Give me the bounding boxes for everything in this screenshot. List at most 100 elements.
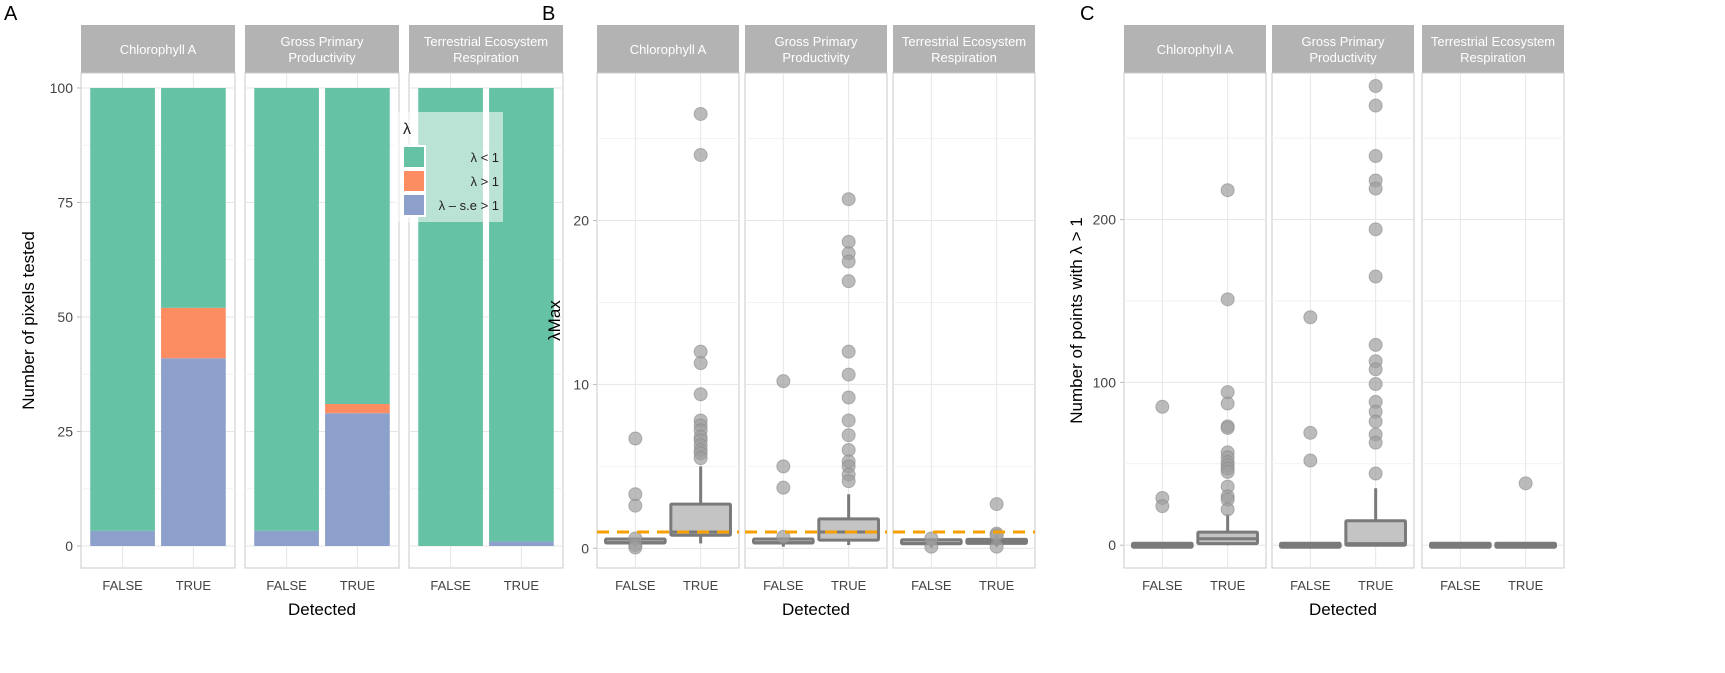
x-axis-label: Detected — [782, 600, 850, 619]
outlier-point — [1220, 464, 1235, 479]
boxplot — [900, 531, 963, 554]
outlier-point — [1368, 222, 1383, 237]
boxplot — [1494, 476, 1557, 549]
outlier-point — [776, 480, 791, 495]
y-tick-label: 75 — [57, 195, 73, 211]
facet-strip-label: Gross Primary — [774, 34, 858, 49]
outlier-point — [776, 529, 791, 544]
outlier-point — [841, 390, 856, 405]
bar-segment-lt1 — [90, 88, 155, 531]
x-tick-label: FALSE — [266, 578, 307, 593]
outlier-point — [841, 474, 856, 489]
bar-segment-lt1 — [325, 88, 390, 405]
outlier-point — [1368, 79, 1383, 94]
legend-label: λ > 1 — [470, 174, 499, 189]
outlier-point — [1155, 399, 1170, 414]
outlier-point — [1368, 435, 1383, 450]
boxplot — [1429, 541, 1492, 549]
facet-strip-label: Terrestrial Ecosystem — [902, 34, 1026, 49]
box — [669, 502, 732, 537]
bar-segment-se-gt1 — [161, 358, 226, 546]
x-tick-label: FALSE — [1142, 578, 1183, 593]
legend-key — [402, 169, 426, 193]
outlier-point — [1303, 310, 1318, 325]
facet-strip-label: Terrestrial Ecosystem — [424, 34, 548, 49]
bar-segment-gt1 — [325, 404, 390, 414]
outlier-point — [1303, 425, 1318, 440]
outlier-point — [1303, 453, 1318, 468]
facet-strip — [597, 25, 739, 73]
outlier-point — [1368, 362, 1383, 377]
box — [1344, 519, 1407, 547]
facet-strip-label: Respiration — [1460, 50, 1526, 65]
x-tick-label: TRUE — [1210, 578, 1246, 593]
legend-label: λ < 1 — [470, 150, 499, 165]
facet: Chlorophyll A FALSE TRUE — [1123, 25, 1267, 593]
x-tick-label: FALSE — [911, 578, 952, 593]
panel-b: B 0 10 20 λMax Detected Chlorophyll A FALSE TRUE… — [542, 3, 1036, 619]
outlier-point — [693, 147, 708, 162]
outlier-point — [1368, 377, 1383, 392]
facet-strip — [1124, 25, 1266, 73]
outlier-point — [1368, 337, 1383, 352]
legend-label: λ – s.e > 1 — [439, 198, 499, 213]
facet-strip-label: Chlorophyll A — [630, 42, 707, 57]
outlier-point — [693, 356, 708, 371]
x-tick-label: FALSE — [102, 578, 143, 593]
facet-panel — [1123, 72, 1267, 569]
facet-panel — [744, 72, 888, 569]
boxplot — [1131, 399, 1194, 549]
y-axis-label: Number of pixels tested — [19, 231, 38, 410]
bar-segment-se-gt1 — [254, 530, 319, 546]
outlier-point — [628, 498, 643, 513]
outlier-point — [776, 374, 791, 389]
bar-segment-se-gt1 — [489, 541, 554, 546]
y-tick-label: 0 — [65, 538, 73, 554]
legend: λ λ < 1 λ > 1 λ – s.e > 1 — [393, 112, 503, 222]
boxplot — [604, 431, 667, 555]
panel-label: B — [542, 3, 555, 25]
y-tick-label: 100 — [50, 80, 74, 96]
outlier-point — [924, 539, 939, 554]
x-tick-label: FALSE — [430, 578, 471, 593]
x-tick-label: FALSE — [1440, 578, 1481, 593]
panel-label: C — [1080, 3, 1094, 25]
panel-c: C 0 100 200 Number of points with λ > 1 Detec… — [1067, 3, 1565, 619]
outlier-point — [1368, 414, 1383, 429]
facet-strip-label: Chlorophyll A — [1157, 42, 1234, 57]
facet-strip-label: Gross Primary — [280, 34, 364, 49]
bar-segment-se-gt1 — [90, 530, 155, 546]
outlier-point — [1220, 396, 1235, 411]
outlier-point — [841, 344, 856, 359]
outlier-point — [1518, 476, 1533, 491]
outlier-point — [1155, 499, 1170, 514]
x-tick-label: TRUE — [1358, 578, 1394, 593]
facet-strip-label: Terrestrial Ecosystem — [1431, 34, 1555, 49]
facet-strip-label: Productivity — [1309, 50, 1377, 65]
y-tick-label: 50 — [57, 309, 73, 325]
x-tick-label: FALSE — [763, 578, 804, 593]
facet-strip-label: Productivity — [288, 50, 356, 65]
legend-title: λ — [403, 121, 411, 138]
facet-strip-label: Gross Primary — [1301, 34, 1385, 49]
y-axis-label: λMax — [545, 300, 564, 341]
facet-strip — [893, 25, 1035, 73]
facet-strip — [409, 25, 563, 73]
outlier-point — [1368, 98, 1383, 113]
outlier-point — [1368, 269, 1383, 284]
y-tick-label: 100 — [1093, 374, 1117, 390]
y-tick-label: 10 — [573, 376, 589, 392]
x-tick-label: TRUE — [340, 578, 376, 593]
x-tick-label: TRUE — [504, 578, 540, 593]
facet: Chlorophyll A FALSE TRUE — [596, 25, 740, 593]
outlier-point — [989, 539, 1004, 554]
outlier-point — [693, 451, 708, 466]
bar-segment-gt1 — [161, 307, 226, 359]
